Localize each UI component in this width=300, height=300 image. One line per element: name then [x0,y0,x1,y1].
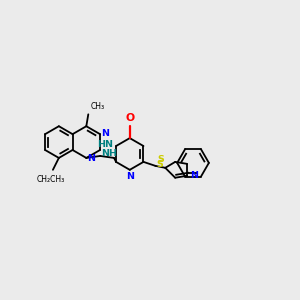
Text: N: N [101,129,109,138]
Text: O: O [125,113,134,123]
Text: N: N [87,154,95,164]
Text: HN: HN [97,140,113,148]
Text: N: N [190,171,198,180]
Text: S: S [157,155,164,164]
Text: S: S [157,160,163,169]
Text: CH₂CH₃: CH₂CH₃ [37,175,65,184]
Text: N: N [126,172,134,181]
Text: NH: NH [101,149,117,158]
Text: CH₃: CH₃ [90,102,104,111]
